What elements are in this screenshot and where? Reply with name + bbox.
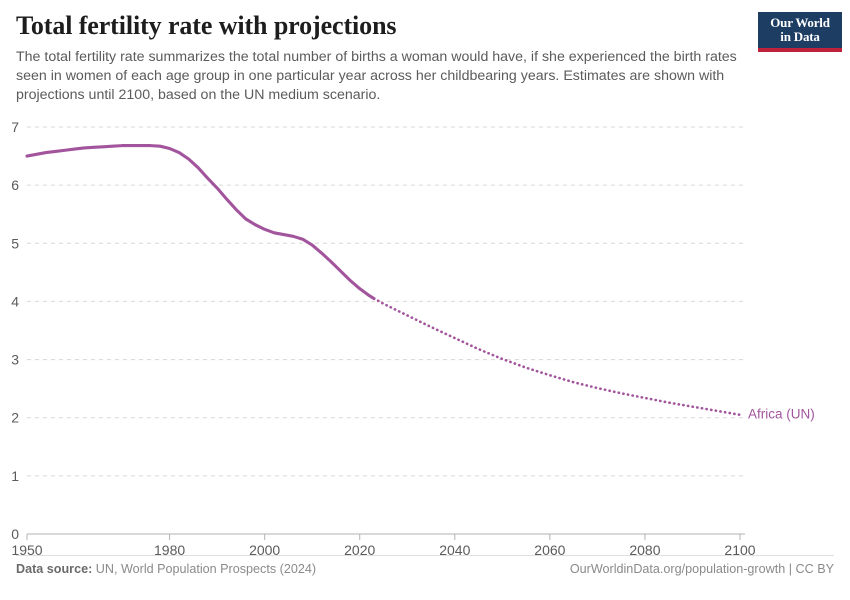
y-axis-tick-label: 4 xyxy=(11,293,19,309)
chart-header: Total fertility rate with projections Th… xyxy=(16,10,756,105)
series-line-projection[interactable] xyxy=(372,297,742,417)
y-axis-tick-label: 3 xyxy=(11,352,19,368)
series-label-0[interactable]: Africa (UN) xyxy=(748,406,815,421)
owid-logo[interactable]: Our World in Data xyxy=(758,12,842,52)
license-link[interactable]: OurWorldinData.org/population-growth | C… xyxy=(569,562,834,576)
y-axis-tick-label: 2 xyxy=(11,410,19,426)
data-source: Data source: UN, World Population Prospe… xyxy=(16,562,316,576)
owid-logo-line1: Our World xyxy=(770,14,830,30)
y-axis-tick-label: 7 xyxy=(11,119,19,135)
chart-footer: Data source: UN, World Population Prospe… xyxy=(16,555,834,584)
y-axis-tick-label: 1 xyxy=(11,468,19,484)
series-line-estimates[interactable] xyxy=(25,144,376,301)
y-axis-tick-label: 5 xyxy=(11,235,19,251)
data-source-text: UN, World Population Prospects (2024) xyxy=(92,562,317,576)
owid-logo-line2: in Data xyxy=(780,28,820,44)
page-title: Total fertility rate with projections xyxy=(16,11,397,40)
y-axis-tick-label: 0 xyxy=(11,526,19,542)
chart-subtitle: The total fertility rate summarizes the … xyxy=(16,49,737,103)
data-source-label: Data source: xyxy=(16,562,93,576)
y-axis-tick-label: 6 xyxy=(11,177,19,193)
